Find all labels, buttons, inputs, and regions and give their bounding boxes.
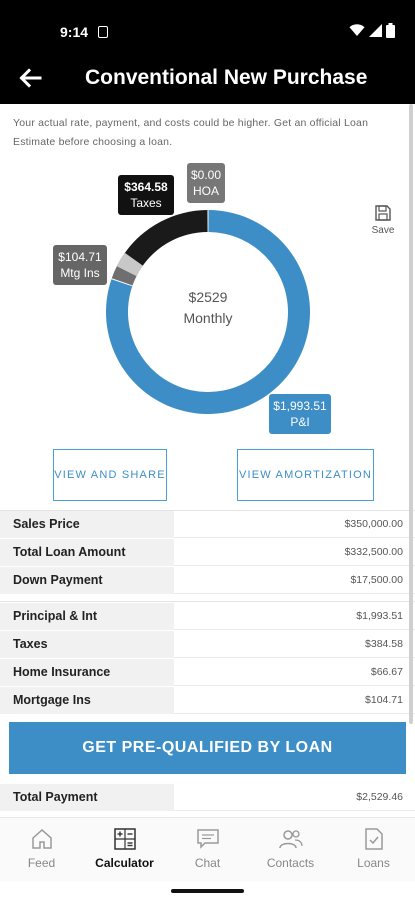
battery-icon — [386, 23, 395, 38]
taxes-label: Taxes — [130, 196, 161, 210]
loans-icon — [364, 828, 383, 850]
table-row: Down Payment $17,500.00 — [0, 567, 415, 594]
mtg-ins-label: Mtg Ins — [60, 266, 99, 280]
nav-item-loans[interactable]: Loans — [332, 818, 415, 881]
chart-center-label: Monthly — [183, 310, 232, 326]
chart-center-amount: $2529 — [189, 289, 228, 305]
nav-label: Calculator — [95, 856, 154, 870]
home-indicator[interactable] — [171, 889, 244, 893]
row-value: $66.67 — [174, 659, 415, 686]
divider — [0, 510, 415, 511]
taxes-amount: $364.58 — [124, 180, 168, 194]
total-label: Total Payment — [0, 784, 174, 811]
view-amortization-button[interactable]: VIEW AMORTIZATION — [237, 449, 374, 501]
view-and-share-button[interactable]: VIEW AND SHARE — [53, 449, 167, 501]
slice-label-pi: $1,993.51 P&I — [269, 394, 331, 434]
status-icons — [349, 23, 395, 38]
table-row: Mortgage Ins $104.71 — [0, 687, 415, 714]
status-bar: 9:14 — [0, 0, 415, 52]
nav-item-feed[interactable]: Feed — [0, 818, 83, 881]
divider — [0, 601, 415, 602]
calculator-icon — [113, 828, 136, 850]
sim-icon — [98, 26, 108, 38]
pi-amount: $1,993.51 — [273, 399, 327, 413]
nav-item-chat[interactable]: Chat — [166, 818, 249, 881]
nav-label: Loans — [357, 856, 390, 870]
table-row: Sales Price $350,000.00 — [0, 511, 415, 538]
chat-icon — [196, 829, 219, 849]
hoa-amount: $0.00 — [191, 168, 221, 182]
donut-slice-gap — [116, 252, 143, 277]
home-icon — [31, 828, 52, 849]
slice-label-hoa: $0.00 HOA — [187, 163, 225, 203]
hoa-label: HOA — [193, 184, 219, 198]
row-value: $384.58 — [174, 631, 415, 658]
row-label: Total Loan Amount — [0, 539, 174, 566]
save-button[interactable]: Save — [368, 204, 398, 236]
row-label: Mortgage Ins — [0, 687, 174, 714]
nav-label: Feed — [27, 856, 56, 870]
row-label: Principal & Int — [0, 603, 174, 630]
back-arrow-icon[interactable] — [16, 64, 44, 92]
save-label: Save — [371, 225, 395, 236]
total-value: $2,529.46 — [174, 784, 415, 811]
table-row: Taxes $384.58 — [0, 631, 415, 658]
row-value: $104.71 — [174, 687, 415, 714]
row-value: $1,993.51 — [174, 603, 415, 630]
table-row: Total Loan Amount $332,500.00 — [0, 539, 415, 566]
row-label: Down Payment — [0, 567, 174, 594]
nav-label: Chat — [194, 856, 221, 870]
row-label: Sales Price — [0, 511, 174, 538]
page-title: Conventional New Purchase — [85, 66, 368, 89]
app-header: Conventional New Purchase — [0, 52, 415, 104]
mtg-ins-amount: $104.71 — [58, 250, 102, 264]
pi-label: P&I — [290, 415, 309, 429]
signal-icon — [369, 24, 382, 37]
slice-label-taxes: $364.58 Taxes — [118, 175, 174, 215]
row-label: Taxes — [0, 631, 174, 658]
payment-donut-chart: $2529 Monthly $0.00 HOA $364.58 Taxes $1… — [53, 163, 331, 434]
row-value: $332,500.00 — [174, 539, 415, 566]
slice-label-mtg-ins: $104.71 Mtg Ins — [53, 245, 107, 285]
table-row: Principal & Int $1,993.51 — [0, 603, 415, 630]
nav-item-calculator[interactable]: Calculator — [83, 818, 166, 881]
row-label: Home Insurance — [0, 659, 174, 686]
save-icon — [375, 205, 391, 221]
wifi-icon — [349, 24, 365, 36]
donut-slice-taxes — [123, 210, 208, 267]
nav-item-contacts[interactable]: Contacts — [249, 818, 332, 881]
contacts-icon — [278, 830, 303, 849]
row-value: $17,500.00 — [174, 567, 415, 594]
disclaimer-text: Your actual rate, payment, and costs cou… — [13, 117, 369, 148]
status-time: 9:14 — [60, 24, 89, 40]
scrollbar[interactable] — [409, 104, 413, 724]
table-row: Home Insurance $66.67 — [0, 659, 415, 686]
row-value: $350,000.00 — [174, 511, 415, 538]
bottom-nav: Feed Calculator Chat Contacts Loans — [0, 817, 415, 881]
total-payment-row: Total Payment $2,529.46 — [0, 784, 415, 811]
nav-label: Contacts — [266, 856, 315, 870]
get-pre-qualified-button[interactable]: GET PRE-QUALIFIED BY LOAN — [9, 722, 406, 774]
